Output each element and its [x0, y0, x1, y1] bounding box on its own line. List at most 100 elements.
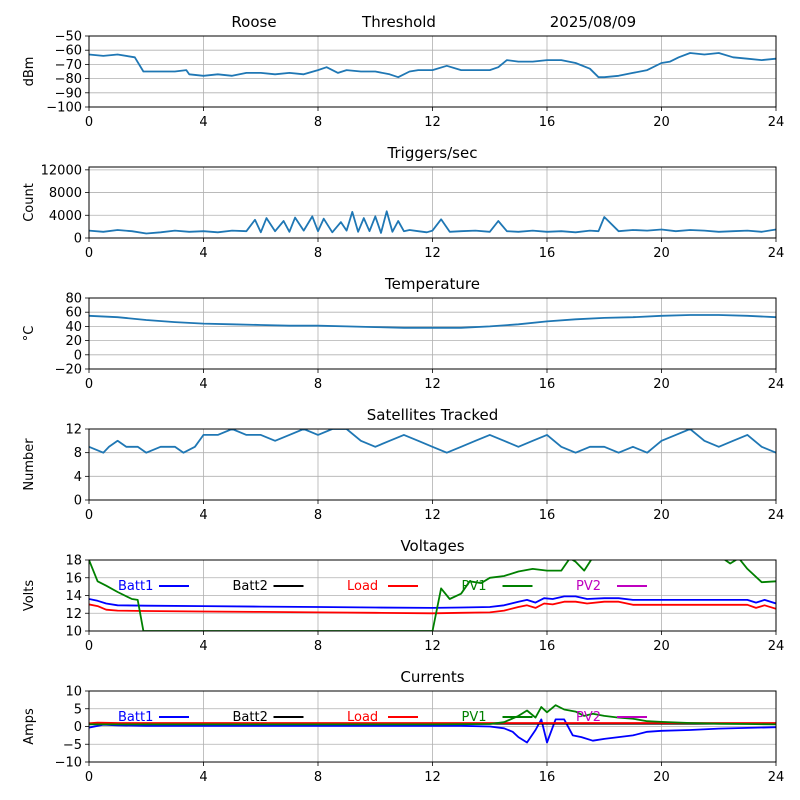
- series-line-load: [89, 600, 776, 615]
- series-line-pv1: [89, 704, 776, 726]
- chart-title: Triggers/sec: [387, 144, 478, 162]
- x-tick-label: 8: [314, 246, 322, 261]
- legend-label-load: Load: [347, 710, 378, 725]
- x-tick-label: 12: [424, 508, 441, 523]
- header-date: 2025/08/09: [550, 13, 636, 31]
- x-tick-label: 16: [539, 770, 556, 785]
- x-tick-label: 4: [199, 246, 207, 261]
- chart-title: Temperature: [384, 275, 480, 293]
- x-tick-label: 24: [768, 639, 785, 654]
- series-line-batt1: [89, 718, 776, 744]
- x-tick-label: 16: [539, 246, 556, 261]
- x-tick-label: 24: [768, 246, 785, 261]
- x-tick-label: 20: [653, 770, 670, 785]
- x-tick-label: 16: [539, 508, 556, 523]
- x-tick-label: 0: [85, 508, 93, 523]
- y-tick-label: 4000: [49, 209, 82, 224]
- y-tick-label: 16: [65, 571, 82, 586]
- y-axis-label: °C: [22, 326, 37, 342]
- x-tick-label: 16: [539, 377, 556, 392]
- x-tick-label: 0: [85, 639, 93, 654]
- x-tick-label: 24: [768, 115, 785, 130]
- y-tick-label: −90: [55, 86, 82, 101]
- y-tick-label: 0: [74, 232, 82, 247]
- series-group: [89, 314, 776, 329]
- y-axis-label: Count: [22, 183, 37, 222]
- y-tick-label: 0: [74, 720, 82, 735]
- series-line-1: [89, 52, 776, 79]
- y-tick-label: 12000: [41, 163, 82, 178]
- chart-panel-4: 0 4 8 12 16 20 24 0 4 8 12 Satellites Tracked Number: [22, 406, 784, 523]
- series-line-load: [89, 721, 776, 725]
- x-tick-label: 8: [314, 377, 322, 392]
- x-tick-label: 16: [539, 115, 556, 130]
- y-tick-label: 10: [65, 685, 82, 700]
- x-tick-label: 8: [314, 639, 322, 654]
- series-line-pv1: [89, 560, 776, 631]
- x-tick-label: 0: [85, 377, 93, 392]
- x-tick-label: 24: [768, 377, 785, 392]
- legend-label-batt1: Batt1: [118, 579, 153, 594]
- y-axis-label: Amps: [22, 708, 37, 745]
- x-tick-label: 4: [199, 639, 207, 654]
- series-line-1: [89, 429, 776, 454]
- y-tick-label: 12: [65, 607, 82, 622]
- series-line-1: [89, 210, 776, 235]
- y-tick-label: −100: [46, 101, 82, 116]
- y-tick-label: 0: [74, 494, 82, 509]
- x-tick-label: 0: [85, 770, 93, 785]
- chart-title: Currents: [400, 668, 464, 686]
- chart-panel-2: 0 4 8 12 16 20 24 0 4000 8000 12000 Triggers/sec Cou…: [22, 144, 784, 261]
- header-site: Roose: [231, 13, 276, 31]
- y-tick-label: 14: [65, 589, 82, 604]
- y-tick-label: 10: [65, 625, 82, 640]
- series-line-1: [89, 314, 776, 329]
- x-tick-label: 20: [653, 246, 670, 261]
- x-tick-label: 4: [199, 770, 207, 785]
- x-tick-label: 12: [424, 115, 441, 130]
- y-tick-label: 40: [65, 320, 82, 335]
- x-tick-label: 8: [314, 508, 322, 523]
- x-tick-label: 4: [199, 508, 207, 523]
- x-tick-label: 12: [424, 377, 441, 392]
- chart-title: Voltages: [400, 537, 464, 555]
- y-tick-label: −10: [55, 756, 82, 771]
- legend-label-pv2: PV2: [576, 579, 601, 594]
- y-axis-label: Volts: [22, 580, 37, 612]
- x-tick-label: 0: [85, 115, 93, 130]
- x-tick-label: 24: [768, 508, 785, 523]
- x-tick-label: 20: [653, 508, 670, 523]
- x-tick-label: 16: [539, 639, 556, 654]
- series-group: [89, 52, 776, 79]
- legend-label-pv1: PV1: [462, 710, 487, 725]
- y-axis-label: dBm: [22, 57, 37, 87]
- y-tick-label: −20: [55, 363, 82, 378]
- chart-panel-1: 0 4 8 12 16 20 24 −100−90−80−70−60−50 dBm: [22, 30, 784, 131]
- x-tick-label: 24: [768, 770, 785, 785]
- chart-title: Satellites Tracked: [367, 406, 498, 424]
- x-tick-label: 8: [314, 115, 322, 130]
- y-tick-label: 8000: [49, 186, 82, 201]
- chart-panel-6: 0 4 8 12 16 20 24 −10 −5 0 5 10 Currents Amps Batt1 Bat…: [22, 668, 784, 785]
- legend-label-load: Load: [347, 579, 378, 594]
- x-tick-label: 12: [424, 246, 441, 261]
- x-tick-label: 20: [653, 639, 670, 654]
- y-tick-label: −50: [55, 30, 82, 45]
- x-tick-label: 4: [199, 115, 207, 130]
- x-tick-label: 20: [653, 115, 670, 130]
- chart-panel-5: 0 4 8 12 16 20 24 10 12 14 16 18 Voltages Volts Batt1 B…: [22, 537, 784, 654]
- y-tick-label: −60: [55, 44, 82, 59]
- y-tick-label: 5: [74, 702, 82, 717]
- series-line-batt1: [89, 595, 776, 609]
- y-tick-label: 4: [74, 470, 82, 485]
- series-group: [89, 210, 776, 235]
- legend-label-batt1: Batt1: [118, 710, 153, 725]
- y-axis-label: Number: [22, 438, 37, 491]
- legend-label-pv1: PV1: [462, 579, 487, 594]
- x-tick-label: 20: [653, 377, 670, 392]
- y-tick-label: 8: [74, 446, 82, 461]
- series-group: [89, 560, 776, 631]
- legend-label-batt2: Batt2: [233, 579, 268, 594]
